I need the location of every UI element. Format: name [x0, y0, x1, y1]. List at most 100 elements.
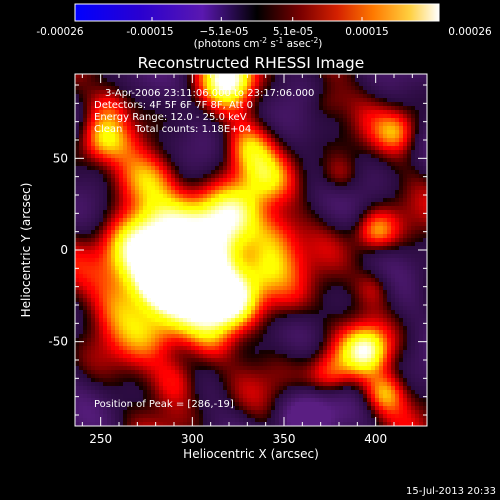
- heatmap-cell: [227, 374, 232, 379]
- heatmap-cell: [139, 314, 144, 319]
- heatmap-cell: [231, 126, 236, 131]
- heatmap-cell: [111, 170, 116, 175]
- heatmap-cell: [207, 142, 212, 147]
- heatmap-cell: [115, 418, 120, 423]
- heatmap-cell: [131, 378, 136, 383]
- heatmap-cell: [95, 310, 100, 315]
- heatmap-cell: [259, 134, 264, 139]
- heatmap-cell: [251, 94, 256, 99]
- heatmap-cell: [235, 74, 240, 79]
- heatmap-cell: [163, 266, 168, 271]
- heatmap-cell: [167, 126, 172, 131]
- heatmap-cell: [91, 130, 96, 135]
- heatmap-cell: [211, 322, 216, 327]
- heatmap-cell: [135, 122, 140, 127]
- heatmap-cell: [115, 102, 120, 107]
- heatmap-cell: [91, 410, 96, 415]
- heatmap-cell: [263, 170, 268, 175]
- heatmap-cell: [287, 226, 292, 231]
- heatmap-cell: [171, 106, 176, 111]
- heatmap-cell: [203, 210, 208, 215]
- heatmap-cell: [199, 362, 204, 367]
- heatmap-cell: [147, 274, 152, 279]
- heatmap-cell: [163, 246, 168, 251]
- heatmap-cell: [287, 370, 292, 375]
- heatmap-cell: [75, 194, 80, 199]
- heatmap-cell: [127, 166, 132, 171]
- heatmap-cell: [159, 114, 164, 119]
- heatmap-cell: [183, 414, 188, 419]
- heatmap-cell: [115, 234, 120, 239]
- heatmap-cell: [87, 330, 92, 335]
- heatmap-cell: [251, 198, 256, 203]
- heatmap-cell: [87, 362, 92, 367]
- heatmap-cell: [243, 218, 248, 223]
- heatmap-cell: [283, 126, 288, 131]
- heatmap-cell: [259, 242, 264, 247]
- heatmap-cell: [291, 102, 296, 107]
- heatmap-cell: [255, 362, 260, 367]
- heatmap-cell: [243, 150, 248, 155]
- heatmap-cell: [295, 238, 300, 243]
- heatmap-cell: [251, 266, 256, 271]
- heatmap-cell: [123, 230, 128, 235]
- heatmap-cell: [283, 170, 288, 175]
- heatmap-cell: [119, 154, 124, 159]
- heatmap-cell: [239, 354, 244, 359]
- colorbar: -0.00026 -0.00015 −5.1e-05 5.1e-05 0.000…: [36, 3, 492, 50]
- heatmap-cell: [239, 210, 244, 215]
- heatmap-cell: [151, 326, 156, 331]
- heatmap-cell: [219, 262, 224, 267]
- heatmap-cell: [115, 126, 120, 131]
- heatmap-cell: [147, 266, 152, 271]
- heatmap-cell: [227, 242, 232, 247]
- heatmap-cell: [155, 174, 160, 179]
- heatmap-cell: [243, 254, 248, 259]
- heatmap-cell: [251, 294, 256, 299]
- heatmap-cell: [207, 110, 212, 115]
- heatmap-cell: [207, 82, 212, 87]
- heatmap-cell: [91, 94, 96, 99]
- heatmap-cell: [167, 394, 172, 399]
- heatmap-cell: [195, 410, 200, 415]
- heatmap-cell: [235, 214, 240, 219]
- heatmap-cell: [271, 274, 276, 279]
- heatmap-cell: [95, 282, 100, 287]
- heatmap-cell: [131, 382, 136, 387]
- heatmap-cell: [255, 286, 260, 291]
- heatmap-cell: [243, 266, 248, 271]
- heatmap-cell: [295, 106, 300, 111]
- heatmap-cell: [111, 334, 116, 339]
- heatmap-cell: [275, 274, 280, 279]
- heatmap-cell: [183, 98, 188, 103]
- heatmap-cell: [299, 78, 304, 83]
- heatmap-cell: [147, 302, 152, 307]
- heatmap-cell: [255, 406, 260, 411]
- heatmap-cell: [271, 322, 276, 327]
- heatmap-cell: [299, 74, 304, 79]
- heatmap-cell: [143, 250, 148, 255]
- heatmap-cell: [195, 94, 200, 99]
- heatmap-cell: [187, 162, 192, 167]
- heatmap-cell: [95, 362, 100, 367]
- heatmap-cell: [91, 266, 96, 271]
- heatmap-cell: [259, 254, 264, 259]
- heatmap-cell: [159, 414, 164, 419]
- heatmap-cell: [223, 182, 228, 187]
- heatmap-cell: [131, 174, 136, 179]
- heatmap-cell: [203, 82, 208, 87]
- heatmap-cell: [235, 302, 240, 307]
- heatmap-cell: [191, 198, 196, 203]
- heatmap-cell: [79, 406, 84, 411]
- heatmap-cell: [255, 82, 260, 87]
- heatmap-cell: [139, 158, 144, 163]
- heatmap-cell: [115, 158, 120, 163]
- heatmap-cell: [127, 114, 132, 119]
- heatmap-cell: [191, 246, 196, 251]
- heatmap-cell: [111, 298, 116, 303]
- heatmap-cell: [151, 138, 156, 143]
- heatmap-cell: [219, 246, 224, 251]
- heatmap-cell: [219, 422, 224, 426]
- heatmap-cell: [247, 258, 252, 263]
- heatmap-cell: [283, 294, 288, 299]
